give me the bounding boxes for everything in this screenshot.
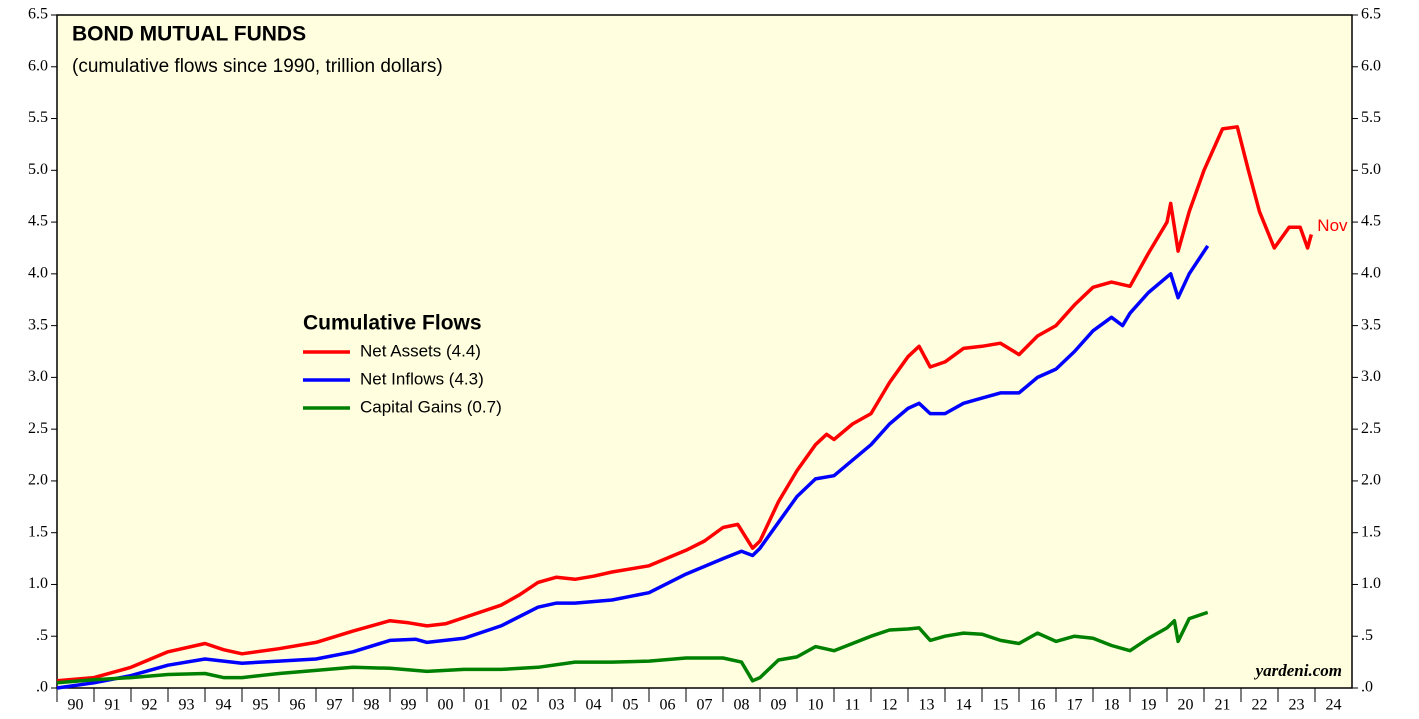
y-tick-label: .5 bbox=[36, 627, 48, 644]
y2-tick-label: 1.0 bbox=[1361, 575, 1381, 592]
series-line bbox=[56, 610, 1209, 685]
x-tick-label: 21 bbox=[1215, 697, 1231, 714]
x-tick-label: 00 bbox=[438, 697, 454, 714]
y2-tick-label: 2.5 bbox=[1361, 420, 1381, 437]
y-tick-label: 5.5 bbox=[28, 109, 48, 126]
x-tick-label: 09 bbox=[771, 697, 787, 714]
x-tick-label: 07 bbox=[697, 697, 713, 714]
chart-title: BOND MUTUAL FUNDS bbox=[72, 23, 306, 46]
plot-area bbox=[56, 14, 1353, 689]
x-tick-label: 06 bbox=[660, 697, 676, 714]
x-tick-label: 90 bbox=[68, 697, 84, 714]
x-tick-label: 15 bbox=[993, 697, 1009, 714]
x-tick-label: 94 bbox=[216, 697, 232, 714]
y-tick-label: 1.5 bbox=[28, 523, 48, 540]
x-tick-label: 08 bbox=[734, 697, 750, 714]
y2-tick-label: 5.0 bbox=[1361, 161, 1381, 178]
y2-tick-label: 2.0 bbox=[1361, 472, 1381, 489]
x-tick-label: 17 bbox=[1067, 697, 1083, 714]
y2-tick-label: .5 bbox=[1361, 627, 1373, 644]
y-tick-label: 2.5 bbox=[28, 420, 48, 437]
y2-tick-label: 1.5 bbox=[1361, 523, 1381, 540]
legend-label: Capital Gains (0.7) bbox=[360, 397, 502, 416]
x-tick-label: 22 bbox=[1252, 697, 1268, 714]
series-line bbox=[56, 244, 1210, 690]
x-tick-label: 19 bbox=[1141, 697, 1157, 714]
x-tick-label: 10 bbox=[808, 697, 824, 714]
y-tick-label: 4.5 bbox=[28, 213, 48, 230]
legend-title: Cumulative Flows bbox=[303, 312, 482, 335]
x-tick-label: 05 bbox=[623, 697, 639, 714]
y2-tick-label: .0 bbox=[1361, 679, 1373, 696]
legend-label: Net Assets (4.4) bbox=[360, 341, 481, 360]
y2-tick-label: 6.5 bbox=[1361, 6, 1381, 23]
x-tick-label: 01 bbox=[475, 697, 491, 714]
y-tick-label: 4.0 bbox=[28, 265, 48, 282]
y2-tick-label: 5.5 bbox=[1361, 109, 1381, 126]
x-tick-label: 96 bbox=[290, 697, 306, 714]
y2-tick-label: 3.0 bbox=[1361, 368, 1381, 385]
annotation: Nov bbox=[1317, 216, 1348, 235]
y-tick-label: 5.0 bbox=[28, 161, 48, 178]
y-tick-label: 3.0 bbox=[28, 368, 48, 385]
y-tick-label: 2.0 bbox=[28, 472, 48, 489]
x-tick-label: 99 bbox=[401, 697, 417, 714]
x-tick-label: 24 bbox=[1326, 697, 1342, 714]
y-tick-label: 6.0 bbox=[28, 57, 48, 74]
x-tick-label: 95 bbox=[253, 697, 269, 714]
x-tick-label: 04 bbox=[586, 697, 602, 714]
x-tick-label: 23 bbox=[1289, 697, 1305, 714]
x-tick-label: 13 bbox=[919, 697, 935, 714]
x-tick-label: 12 bbox=[882, 697, 898, 714]
source: yardeni.com bbox=[1254, 661, 1342, 680]
y-tick-label: 3.5 bbox=[28, 316, 48, 333]
x-tick-label: 03 bbox=[549, 697, 565, 714]
y-tick-label: 6.5 bbox=[28, 6, 48, 23]
y-tick-label: .0 bbox=[36, 679, 48, 696]
y2-tick-label: 3.5 bbox=[1361, 316, 1381, 333]
x-tick-label: 20 bbox=[1178, 697, 1194, 714]
x-tick-label: 18 bbox=[1104, 697, 1120, 714]
x-tick-label: 02 bbox=[512, 697, 528, 714]
x-tick-label: 97 bbox=[327, 697, 343, 714]
y2-tick-label: 6.0 bbox=[1361, 57, 1381, 74]
x-tick-label: 92 bbox=[142, 697, 158, 714]
y-tick-label: 1.0 bbox=[28, 575, 48, 592]
chart-subtitle: (cumulative flows since 1990, trillion d… bbox=[72, 56, 443, 77]
x-tick-label: 11 bbox=[845, 697, 860, 714]
x-tick-label: 93 bbox=[179, 697, 195, 714]
x-tick-label: 98 bbox=[364, 697, 380, 714]
series-line bbox=[56, 125, 1313, 683]
legend-label: Net Inflows (4.3) bbox=[360, 369, 484, 388]
x-tick-label: 14 bbox=[956, 697, 972, 714]
y2-tick-label: 4.5 bbox=[1361, 213, 1381, 230]
y2-tick-label: 4.0 bbox=[1361, 265, 1381, 282]
x-tick-label: 16 bbox=[1030, 697, 1046, 714]
x-tick-label: 91 bbox=[105, 697, 121, 714]
